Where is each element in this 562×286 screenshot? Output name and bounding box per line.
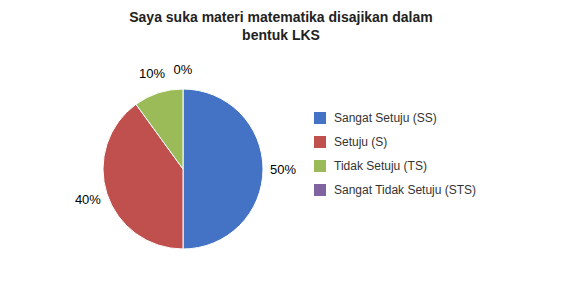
- html-text:Setuju (S): Setuju (S): [334, 135, 388, 149]
- svg-text:50%: 50%: [270, 162, 296, 177]
- svg-text:10%: 10%: [139, 66, 165, 81]
- html-text:Tidak Setuju (TS): Tidak Setuju (TS): [334, 159, 427, 173]
- html-text:Saya suka materi matematika di: Saya suka materi matematika disajikan da…: [129, 9, 433, 43]
- html-text:Sangat Setuju (SS): Sangat Setuju (SS): [334, 111, 437, 125]
- svg-text:40%: 40%: [75, 192, 101, 207]
- html-text:Sangat Tidak Setuju (STS): Sangat Tidak Setuju (STS): [334, 183, 477, 197]
- svg-text:0%: 0%: [174, 62, 193, 77]
